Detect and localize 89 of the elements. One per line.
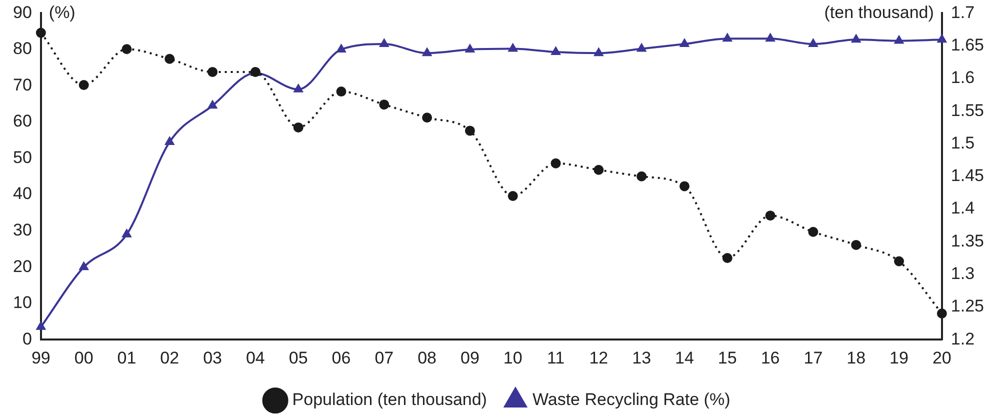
y2-tick-label: 1.25 — [950, 296, 984, 316]
y2-tick-label: 1.3 — [950, 264, 975, 284]
point — [464, 126, 475, 136]
point — [808, 39, 818, 48]
x-tick-label: 99 — [31, 348, 50, 368]
y-tick-label: 40 — [12, 184, 32, 204]
point — [508, 44, 518, 52]
x-tick-label: 13 — [632, 348, 652, 368]
y-tick-label: 80 — [12, 39, 32, 58]
y2-tick-label: 1.7 — [950, 2, 975, 22]
x-tick-label: 10 — [503, 348, 522, 368]
point — [208, 66, 218, 77]
x-tick-label: 04 — [246, 348, 265, 368]
point — [336, 44, 346, 52]
point — [422, 48, 432, 56]
x-tick-label: 05 — [288, 348, 308, 368]
point — [293, 122, 304, 132]
y-tick-label: 50 — [12, 148, 32, 167]
point — [336, 86, 346, 97]
y-tick-label: 20 — [12, 256, 32, 276]
point — [679, 181, 690, 192]
x-tick-label: 03 — [203, 348, 222, 368]
point — [122, 229, 132, 238]
point — [594, 48, 604, 56]
y-axis-title: (%) — [48, 2, 76, 22]
point — [550, 158, 561, 168]
point — [937, 34, 946, 43]
x-tick-label: 15 — [718, 348, 737, 368]
x-tick-label: 16 — [760, 348, 780, 368]
point — [36, 28, 46, 38]
y2-tick-label: 1.6 — [950, 68, 975, 88]
point — [379, 100, 390, 110]
x-tick-label: 08 — [418, 348, 437, 368]
point — [765, 210, 776, 221]
point — [936, 308, 947, 318]
point — [894, 256, 904, 266]
x-tick-label: 17 — [804, 348, 823, 368]
x-tick-label: 02 — [160, 348, 180, 368]
point — [894, 36, 904, 44]
point — [422, 112, 432, 123]
point — [208, 100, 217, 109]
x-tick-label: 06 — [332, 348, 351, 368]
y-tick-label: 70 — [12, 75, 32, 94]
y-tick-label: 0 — [22, 329, 32, 348]
x-tick-label: 01 — [117, 348, 136, 368]
point — [79, 262, 88, 270]
y2-tick-label: 1.5 — [950, 133, 975, 152]
x-tick-label: 09 — [460, 348, 480, 368]
point — [380, 39, 389, 48]
point — [78, 80, 89, 90]
point — [808, 226, 818, 237]
point — [164, 54, 175, 64]
x-tick-label: 20 — [932, 348, 952, 368]
y-tick-label: 30 — [12, 220, 32, 240]
x-tick-label: 14 — [675, 348, 694, 368]
point — [851, 240, 862, 250]
x-tick-label: 12 — [589, 348, 608, 368]
point — [551, 47, 560, 56]
point — [852, 34, 861, 43]
point — [165, 136, 174, 145]
point — [508, 190, 518, 201]
y-tick-label: 60 — [12, 112, 32, 131]
point — [122, 44, 132, 54]
point — [36, 322, 46, 330]
point — [722, 253, 732, 263]
y2-tick-label: 1.2 — [950, 329, 975, 348]
point — [722, 34, 732, 42]
point — [766, 34, 775, 42]
x-tick-label: 19 — [890, 348, 908, 368]
point — [465, 44, 474, 52]
y-tick-label: 90 — [12, 2, 32, 22]
point — [680, 39, 689, 48]
x-tick-label: 07 — [374, 348, 394, 368]
x-tick-label: 00 — [74, 348, 94, 368]
x-tick-label: 11 — [546, 348, 565, 368]
legend-label: Waste Recycling Rate (%) — [532, 390, 730, 410]
legend-label: Population (ten thousand) — [292, 390, 487, 410]
y-tick-label: 10 — [12, 293, 32, 312]
y2-tick-label: 1.65 — [950, 36, 984, 55]
point — [294, 84, 303, 92]
y2-tick-label: 1.45 — [950, 166, 984, 186]
y2-tick-label: 1.4 — [950, 198, 975, 218]
y2-axis-title: (ten thousand) — [824, 2, 934, 22]
point — [637, 44, 646, 52]
point — [636, 171, 647, 182]
y2-tick-label: 1.35 — [950, 231, 984, 250]
y2-tick-label: 1.55 — [950, 100, 984, 120]
point — [594, 164, 604, 175]
x-tick-label: 18 — [846, 348, 866, 368]
